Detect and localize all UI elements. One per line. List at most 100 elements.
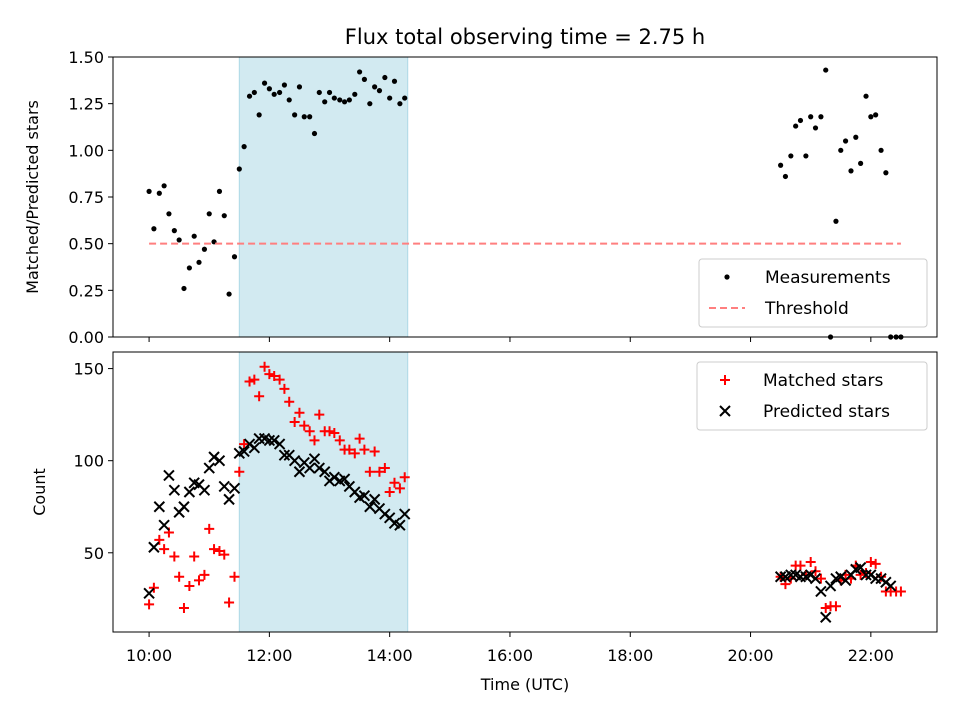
predicted-stars-point xyxy=(223,493,235,506)
measurements-point xyxy=(286,97,292,103)
predicted-stars-point xyxy=(809,572,822,585)
matched-stars-point xyxy=(369,446,380,457)
measurements-point xyxy=(221,213,227,219)
measurements-point xyxy=(341,99,348,105)
matched-stars-point xyxy=(895,586,906,597)
predicted-stars-point xyxy=(394,519,406,531)
highlight-span-count xyxy=(238,351,409,633)
measurements-point xyxy=(391,78,398,84)
matched-stars-point xyxy=(229,571,240,582)
matched-stars-point xyxy=(244,376,255,387)
chart-title: Flux total observing time = 2.75 h xyxy=(345,25,705,49)
predicted-stars-point xyxy=(293,466,306,478)
matched-stars-point xyxy=(199,569,210,580)
plot-frame-count xyxy=(112,351,938,633)
legend-count: Matched stars Predicted stars xyxy=(696,361,928,431)
x-tick-label: 16:00 xyxy=(487,646,533,665)
matched-stars-point xyxy=(174,571,185,582)
legend-box xyxy=(698,258,928,328)
measurements-point xyxy=(231,254,238,260)
predicted-stars-point xyxy=(338,473,351,485)
legend-swatch-predicted-stars xyxy=(719,405,731,417)
measurements-point xyxy=(337,97,343,103)
measurements-point xyxy=(346,97,352,103)
measurements-point xyxy=(186,265,192,271)
matched-stars-point xyxy=(219,549,230,560)
matched-stars-point xyxy=(399,472,410,483)
matched-stars-point xyxy=(304,426,315,437)
measurements-point xyxy=(166,211,172,217)
matched-stars-point xyxy=(259,361,270,372)
matched-stars-point xyxy=(274,374,285,385)
matched-stars-point xyxy=(224,597,235,608)
predicted-stars-point xyxy=(820,611,832,623)
predicted-stars-point xyxy=(158,519,170,531)
measurements-point xyxy=(316,89,322,96)
measurements-point xyxy=(146,188,152,194)
matched-stars-point xyxy=(148,582,159,593)
measurements-point xyxy=(778,162,784,168)
matched-stars-point xyxy=(354,433,365,444)
predicted-stars-point xyxy=(148,541,160,553)
measurements-point xyxy=(352,91,358,97)
matched-stars-point xyxy=(234,466,245,477)
measurements-point xyxy=(361,76,368,82)
measurements-point xyxy=(171,228,177,234)
predicted-stars-point xyxy=(153,501,166,513)
measurements-point xyxy=(842,138,849,144)
measurements-point xyxy=(863,93,869,99)
predicted-stars-point xyxy=(268,434,280,447)
y-ticks-count: 50 100 150 xyxy=(73,360,113,563)
measurements-point xyxy=(848,168,854,174)
matched-stars-point xyxy=(865,557,876,567)
predicted-stars-point xyxy=(358,489,371,502)
measurements-point xyxy=(281,82,288,88)
measurements-point xyxy=(797,117,804,124)
matched-stars-point xyxy=(184,580,195,591)
measurements-point xyxy=(853,134,859,140)
x-tick-label: 10:00 xyxy=(126,646,172,665)
y-axis-label-ratio: Matched/Predicted stars xyxy=(23,100,42,294)
measurements-point xyxy=(397,101,403,107)
y-tick-label: 100 xyxy=(73,452,104,471)
matched-stars-point xyxy=(795,560,806,571)
predicted-stars-point xyxy=(183,486,196,498)
measurements-point xyxy=(883,170,889,176)
matched-stars-point xyxy=(204,523,215,534)
matched-stars-point xyxy=(239,439,250,450)
measurements-point xyxy=(803,153,809,159)
measurements-point xyxy=(301,114,307,120)
predicted-stars-point xyxy=(278,449,291,461)
measurements-point xyxy=(372,84,378,90)
matched-stars-point xyxy=(805,557,816,567)
measurements-point xyxy=(868,114,874,120)
predicted-stars-point xyxy=(308,453,321,465)
matched-stars-point xyxy=(820,603,831,614)
measurements-point xyxy=(356,69,363,75)
predicted-stars-point xyxy=(313,462,326,474)
matched-stars-point xyxy=(855,569,866,580)
predicted-stars-point xyxy=(218,480,230,493)
measurements-point xyxy=(216,188,223,194)
matched-stars-point xyxy=(154,534,165,545)
predicted-stars-point xyxy=(824,580,837,592)
measurements-point xyxy=(201,246,208,252)
matched-stars-point xyxy=(374,466,385,477)
measurements-point xyxy=(823,67,829,73)
predicted-stars-point xyxy=(869,572,882,585)
measurements-point xyxy=(367,101,373,107)
measurements-point xyxy=(311,130,318,137)
measurements-point xyxy=(196,259,202,265)
measurements-point xyxy=(878,147,884,153)
matched-stars-point xyxy=(178,603,189,614)
measurements-point xyxy=(176,237,182,243)
legend-swatch-measurements xyxy=(724,274,730,280)
predicted-stars-point xyxy=(884,580,897,592)
measurements-point xyxy=(387,95,393,101)
highlight-span-ratio xyxy=(238,56,409,338)
predicted-stars-point xyxy=(364,501,376,513)
measurements-point xyxy=(322,99,328,105)
panel-count: 50 100 150 10:00 12:00 14:00 16:00 18:00 20:00 2… xyxy=(30,351,938,665)
measurements-point xyxy=(376,88,383,94)
